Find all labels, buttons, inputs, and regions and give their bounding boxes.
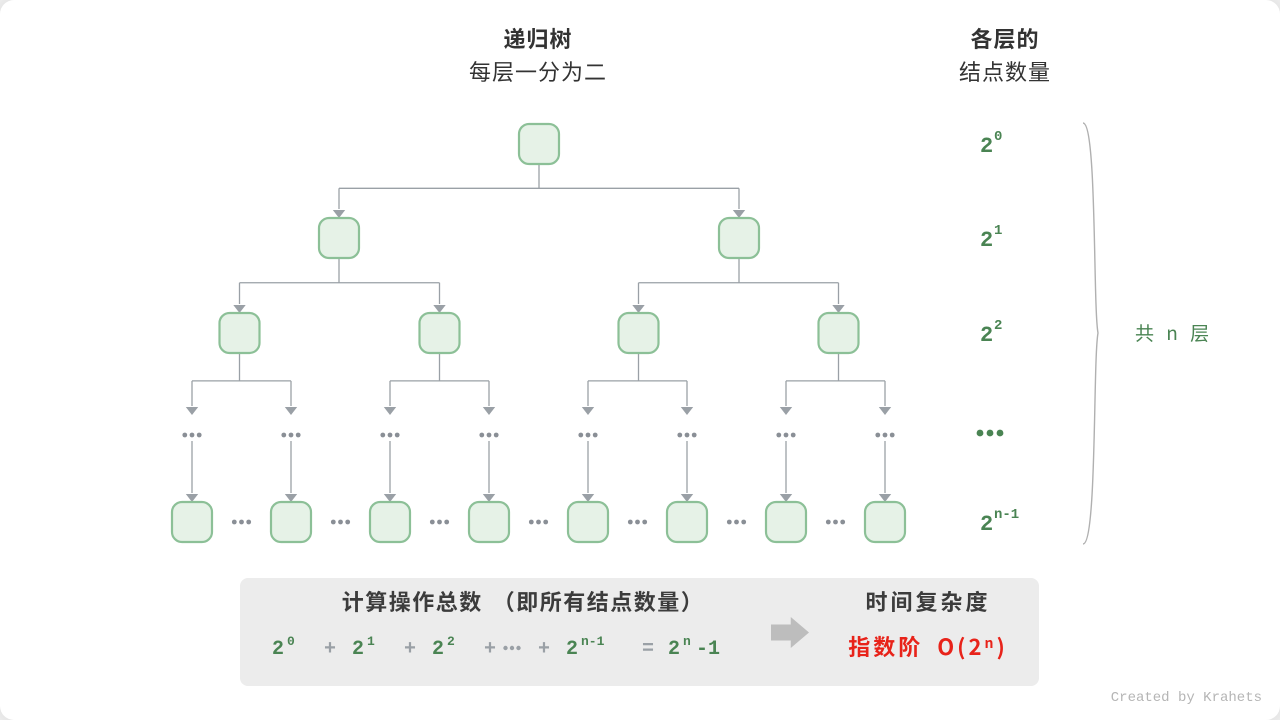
svg-text:2: 2 xyxy=(994,318,1002,334)
svg-text:n: n xyxy=(683,634,691,649)
svg-text:2: 2 xyxy=(432,638,444,661)
svg-text:0: 0 xyxy=(994,129,1002,145)
svg-text:+: + xyxy=(538,638,550,661)
svg-text:0: 0 xyxy=(287,634,295,649)
svg-text:2: 2 xyxy=(272,638,284,661)
svg-text:n-1: n-1 xyxy=(994,507,1019,523)
svg-text:1: 1 xyxy=(367,634,375,649)
svg-text:2: 2 xyxy=(980,323,993,348)
svg-text:时间复杂度: 时间复杂度 xyxy=(865,585,990,617)
svg-text:+: + xyxy=(484,638,496,661)
svg-text:计算操作总数（即所有结点数量）: 计算操作总数 （即所有结点数量） xyxy=(342,585,705,617)
svg-text:+: + xyxy=(404,638,416,661)
svg-text:2: 2 xyxy=(980,228,993,253)
svg-text:-1: -1 xyxy=(696,638,720,661)
svg-text:2: 2 xyxy=(980,512,993,537)
svg-text:共 n 层: 共 n 层 xyxy=(1135,319,1213,346)
svg-text:2: 2 xyxy=(352,638,364,661)
svg-text:n-1: n-1 xyxy=(581,634,605,649)
svg-text:+: + xyxy=(324,638,336,661)
svg-text:2: 2 xyxy=(447,634,455,649)
svg-text:2: 2 xyxy=(668,638,680,661)
svg-text:2: 2 xyxy=(566,638,578,661)
svg-text:2: 2 xyxy=(980,134,993,159)
svg-text:1: 1 xyxy=(994,223,1002,239)
svg-text:=: = xyxy=(642,638,654,661)
